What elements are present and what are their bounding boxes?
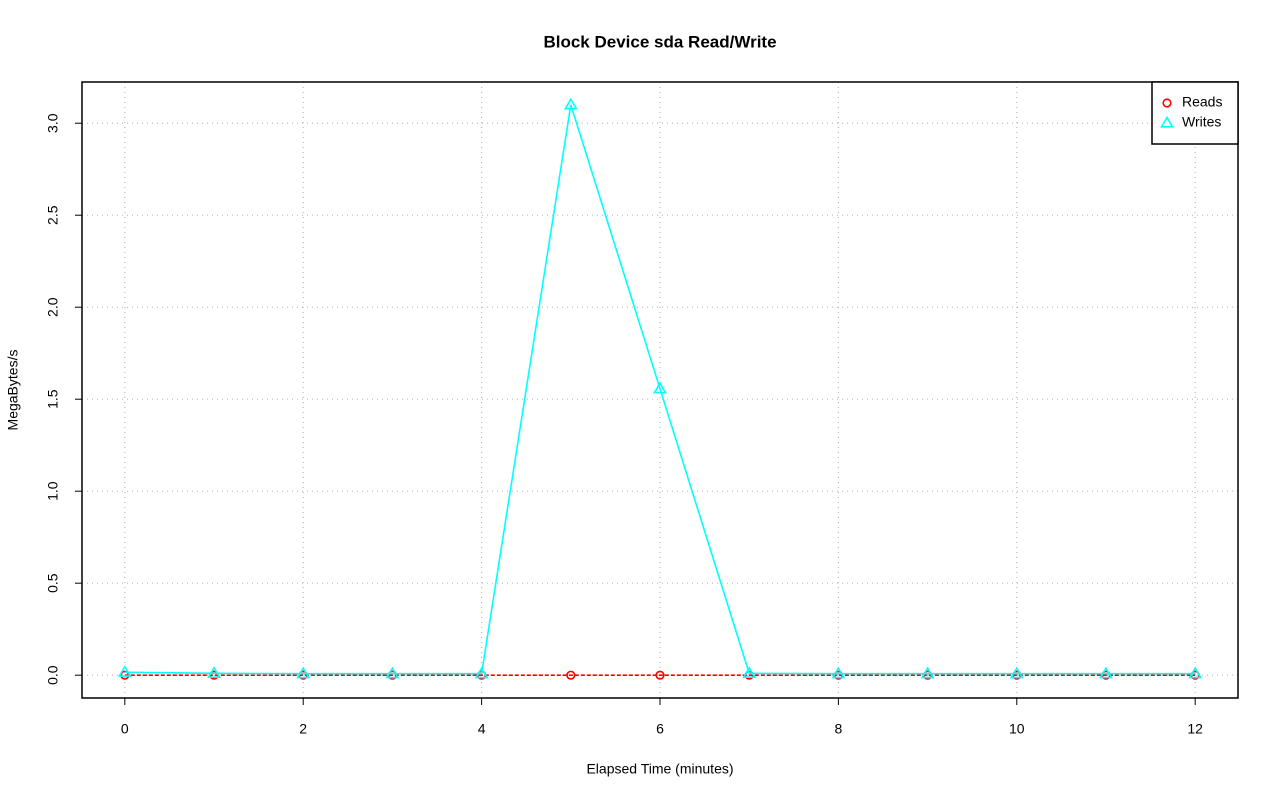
y-tick-label: 1.5 [45,389,61,409]
x-tick-label: 4 [478,721,486,737]
x-tick-label: 12 [1187,721,1203,737]
x-axis-label: Elapsed Time (minutes) [586,761,733,777]
x-tick-label: 8 [834,721,842,737]
marker [296,666,311,679]
marker [742,666,757,678]
marker [831,666,846,679]
marker [1099,666,1113,679]
marker [117,665,132,677]
marker [1188,666,1203,679]
marker [385,666,400,679]
y-tick-label: 0.0 [45,665,61,685]
marker [920,666,935,679]
marker [566,670,576,680]
marker [653,381,667,394]
y-tick-label: 3.0 [45,113,61,133]
plot-frame [81,81,1239,699]
y-tick-label: 2.0 [45,297,61,317]
legend-box [1151,81,1239,145]
legend-label: Writes [1182,114,1221,130]
x-tick-label: 6 [656,721,664,737]
marker [207,666,221,678]
x-tick-label: 2 [299,721,307,737]
x-tick-label: 10 [1009,721,1025,737]
marker [563,97,578,110]
marker [120,670,130,680]
series-line [124,104,1196,675]
legend-marker [1162,98,1172,108]
chart-title: Block Device sda Read/Write [543,32,776,51]
y-axis-label: MegaBytes/s [5,350,21,431]
y-tick-label: 0.5 [45,573,61,593]
x-tick-label: 0 [121,721,129,737]
marker [655,670,665,680]
legend-marker [1160,115,1174,128]
legend-label: Reads [1182,94,1222,110]
marker [1009,666,1024,679]
y-tick-label: 1.0 [45,481,61,501]
y-tick-label: 2.5 [45,205,61,225]
marker [474,666,489,679]
